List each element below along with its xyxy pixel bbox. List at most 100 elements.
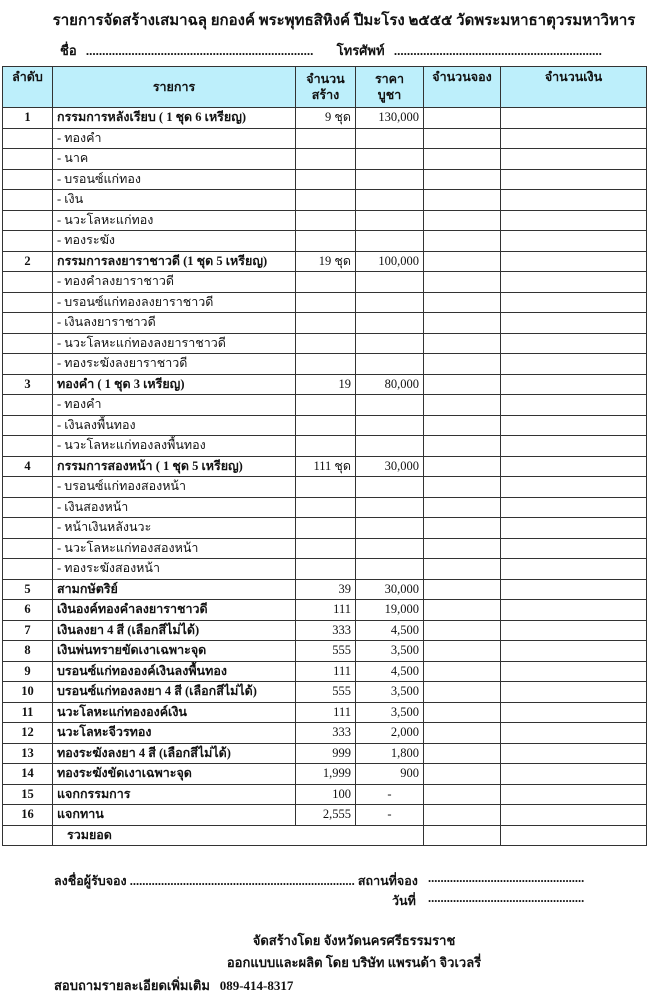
cell-amount-input[interactable]	[500, 107, 647, 129]
cell-reserved-input[interactable]	[423, 660, 501, 682]
cell-no	[2, 168, 53, 190]
cell-built	[295, 353, 356, 375]
name-field[interactable]: ........................................…	[85, 43, 314, 58]
contact-label: สอบถามรายละเอียดเพิ่มเติม	[54, 978, 210, 993]
cell-no: 12	[2, 722, 53, 744]
cell-reserved-input[interactable]	[423, 373, 501, 395]
cell-amount-input[interactable]	[500, 394, 647, 416]
cell-reserved-input[interactable]	[423, 496, 501, 518]
cell-reserved-input[interactable]	[423, 168, 501, 190]
cell-item: ทองระฆังลงยา 4 สี (เลือกสีไม่ได้)	[52, 742, 296, 764]
cell-reserved-input[interactable]	[423, 558, 501, 580]
cell-reserved-input[interactable]	[423, 209, 501, 231]
cell-built	[295, 127, 356, 149]
cell-built	[295, 209, 356, 231]
cell-amount-input[interactable]	[500, 209, 647, 231]
cell-reserved-input[interactable]	[423, 517, 501, 539]
table-row-subitem: - ทองระฆัง	[2, 230, 647, 252]
cell-reserved-input[interactable]	[423, 332, 501, 354]
cell-price	[355, 271, 424, 293]
cell-amount-input[interactable]	[500, 455, 647, 477]
cell-reserved-input[interactable]	[423, 742, 501, 764]
cell-reserved-input[interactable]	[423, 681, 501, 703]
cell-amount-input[interactable]	[500, 230, 647, 252]
cell-amount-input[interactable]	[500, 537, 647, 559]
cell-item: - บรอนซ์แก่ทองสองหน้า	[52, 476, 296, 498]
cell-built: 111	[295, 599, 356, 621]
cell-amount-input[interactable]	[500, 701, 647, 723]
cell-amount-input[interactable]	[500, 250, 647, 272]
cell-amount-input[interactable]	[500, 517, 647, 539]
cell-reserved-input[interactable]	[423, 189, 501, 211]
cell-reserved-input[interactable]	[423, 414, 501, 436]
cell-reserved-input[interactable]	[423, 640, 501, 662]
place-field[interactable]: ........................................…	[428, 871, 585, 885]
cell-reserved-input[interactable]	[423, 271, 501, 293]
phone-field[interactable]: ........................................…	[393, 43, 602, 58]
cell-reserved-input[interactable]	[423, 107, 501, 129]
cell-reserved-input[interactable]	[423, 127, 501, 149]
cell-amount-input[interactable]	[500, 660, 647, 682]
cell-amount-input[interactable]	[500, 783, 647, 805]
cell-reserved-input[interactable]	[423, 722, 501, 744]
header-price-line2: บูชา	[377, 88, 402, 102]
cell-amount-input[interactable]	[500, 742, 647, 764]
cell-reserved-input[interactable]	[423, 599, 501, 621]
cell-reserved-input[interactable]	[423, 435, 501, 457]
cell-amount-input[interactable]	[500, 496, 647, 518]
cell-amount-input[interactable]	[500, 353, 647, 375]
date-label: วันที่	[392, 894, 416, 908]
signer-field[interactable]: ........................................…	[129, 874, 355, 888]
cell-reserved-input[interactable]	[423, 763, 501, 785]
date-field[interactable]: ........................................…	[428, 891, 585, 905]
cell-amount-input[interactable]	[500, 722, 647, 744]
cell-built	[295, 496, 356, 518]
cell-amount-input[interactable]	[500, 578, 647, 600]
cell-amount-input[interactable]	[500, 332, 647, 354]
cell-amount-input[interactable]	[500, 291, 647, 313]
cell-amount-input[interactable]	[500, 312, 647, 334]
cell-amount-input[interactable]	[500, 148, 647, 170]
cell-item: - ทองระฆัง	[52, 230, 296, 252]
cell-reserved-input[interactable]	[423, 783, 501, 805]
cell-amount-input[interactable]	[500, 558, 647, 580]
cell-no	[2, 127, 53, 149]
cell-reserved-input[interactable]	[423, 619, 501, 641]
cell-amount-input[interactable]	[500, 763, 647, 785]
cell-amount-input[interactable]	[500, 271, 647, 293]
cell-reserved-input[interactable]	[423, 578, 501, 600]
cell-no: 8	[2, 640, 53, 662]
cell-reserved-input[interactable]	[423, 312, 501, 334]
cell-reserved-input[interactable]	[423, 701, 501, 723]
cell-total-reserved[interactable]	[423, 824, 501, 846]
cell-amount-input[interactable]	[500, 127, 647, 149]
cell-reserved-input[interactable]	[423, 455, 501, 477]
signer-label: ลงชื่อผู้รับจอง	[54, 874, 127, 888]
cell-amount-input[interactable]	[500, 435, 647, 457]
cell-reserved-input[interactable]	[423, 353, 501, 375]
cell-reserved-input[interactable]	[423, 476, 501, 498]
cell-amount-input[interactable]	[500, 476, 647, 498]
cell-amount-input[interactable]	[500, 414, 647, 436]
cell-amount-input[interactable]	[500, 619, 647, 641]
cell-reserved-input[interactable]	[423, 537, 501, 559]
cell-amount-input[interactable]	[500, 168, 647, 190]
cell-amount-input[interactable]	[500, 599, 647, 621]
cell-price	[355, 291, 424, 313]
header-reserved: จำนวนจอง	[423, 66, 501, 108]
cell-reserved-input[interactable]	[423, 804, 501, 826]
cell-reserved-input[interactable]	[423, 148, 501, 170]
cell-reserved-input[interactable]	[423, 394, 501, 416]
cell-total-amount[interactable]	[500, 824, 647, 846]
cell-no	[2, 517, 53, 539]
cell-amount-input[interactable]	[500, 189, 647, 211]
cell-reserved-input[interactable]	[423, 291, 501, 313]
table-row-item: 1 กรรมการหลังเรียบ ( 1 ชุด 6 เหรียญ) 9 ชุด…	[2, 107, 647, 129]
cell-price	[355, 168, 424, 190]
cell-reserved-input[interactable]	[423, 250, 501, 272]
cell-amount-input[interactable]	[500, 640, 647, 662]
cell-amount-input[interactable]	[500, 804, 647, 826]
cell-amount-input[interactable]	[500, 373, 647, 395]
cell-amount-input[interactable]	[500, 681, 647, 703]
cell-reserved-input[interactable]	[423, 230, 501, 252]
